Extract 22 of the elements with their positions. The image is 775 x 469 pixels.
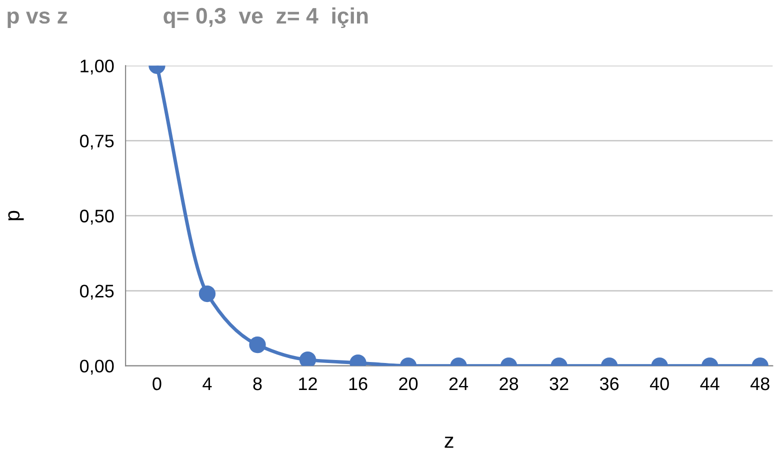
x-tick-label: 40 <box>650 377 669 390</box>
x-tick-label: 20 <box>399 377 418 390</box>
x-tick-label: 44 <box>700 378 720 390</box>
x-tick-label: 36 <box>600 377 619 390</box>
x-axis-title: z <box>444 436 454 448</box>
x-tick-label: 8 <box>253 377 262 390</box>
y-tick-label: 0,50 <box>80 210 114 225</box>
x-tick-label: 48 <box>750 377 770 390</box>
x-tick-label: 32 <box>550 377 568 390</box>
chart-subtitle: q= 0,3 ve z= 4 için <box>164 7 368 28</box>
x-tick-label: 4 <box>202 378 212 390</box>
x-tick-label: 12 <box>299 377 317 390</box>
y-tick-label: 0,25 <box>80 284 114 300</box>
x-tick-label: 28 <box>500 377 518 390</box>
y-axis-title: p <box>8 210 24 220</box>
y-tick-label: 0,75 <box>80 134 114 150</box>
y-tick-label: 1,00 <box>80 60 114 75</box>
x-tick-label: 24 <box>449 377 468 390</box>
x-tick-label: 16 <box>349 377 368 390</box>
chart-title: p vs z <box>8 11 68 28</box>
y-tick-label: 0,00 <box>80 360 114 375</box>
x-tick-label: 0 <box>152 377 162 390</box>
